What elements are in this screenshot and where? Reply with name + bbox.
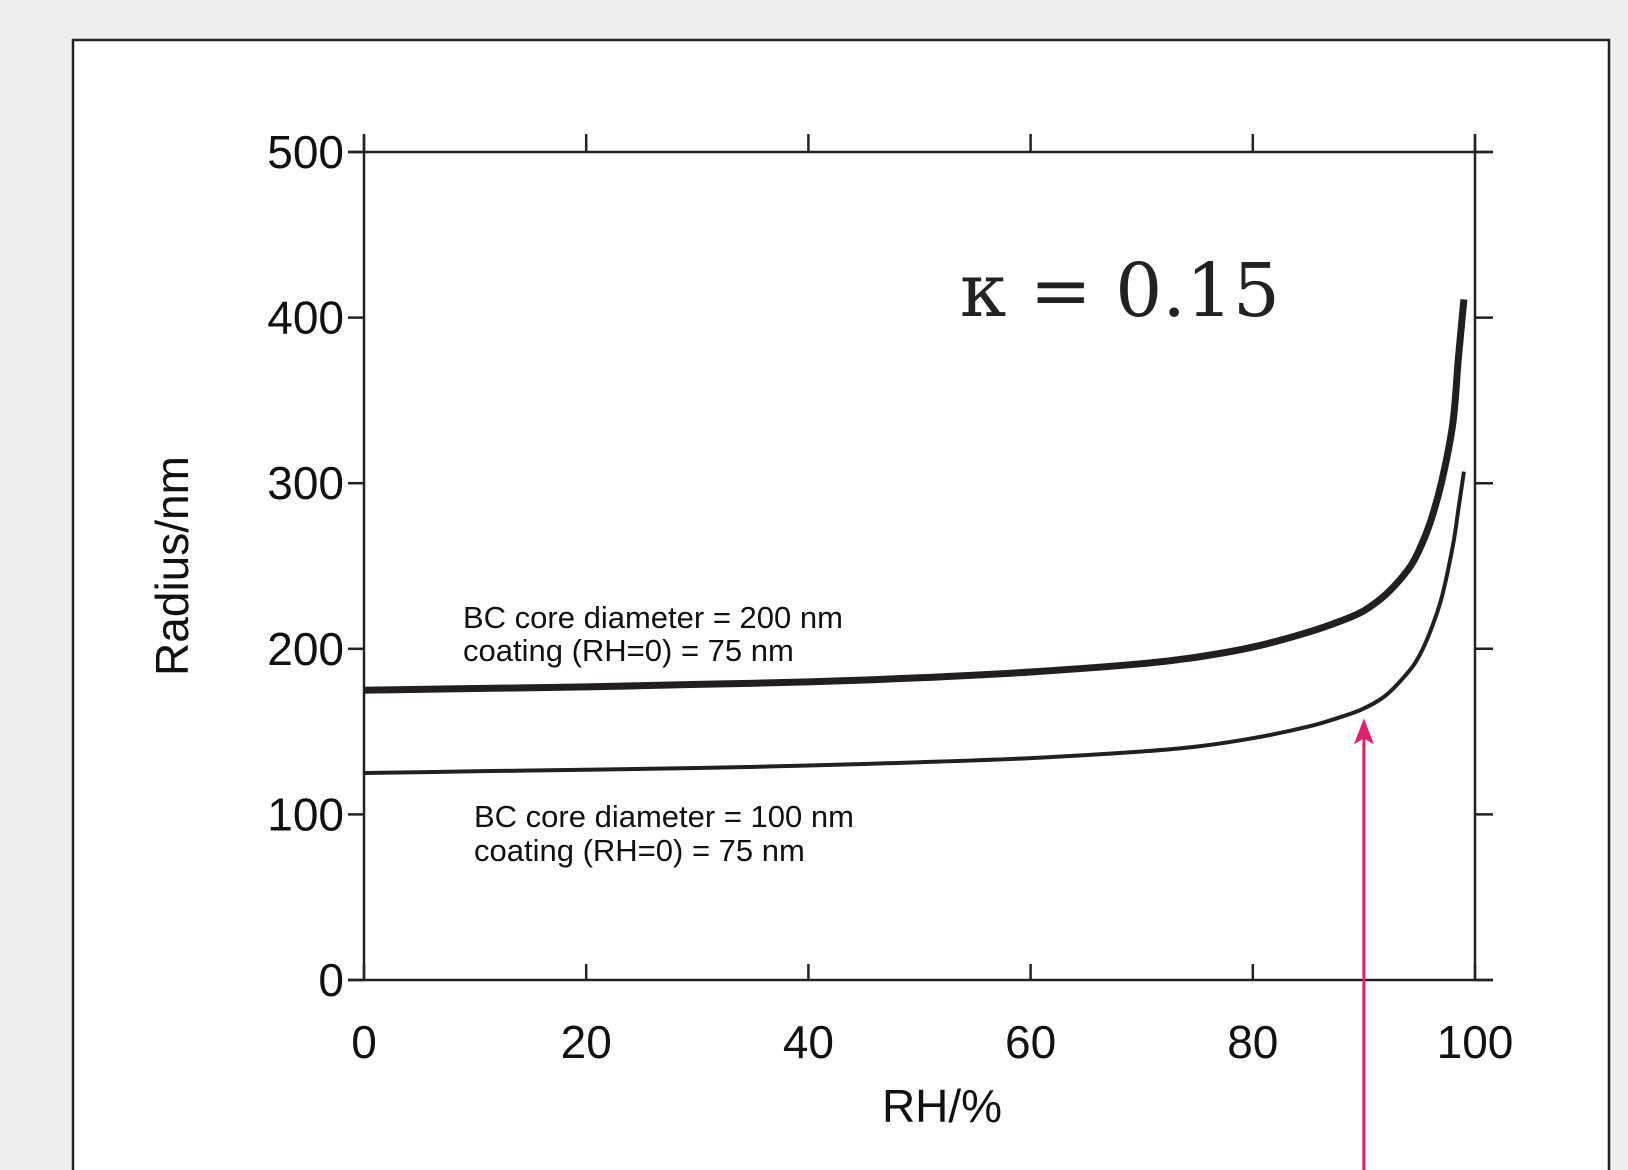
y-tick-label: 200 — [267, 623, 344, 675]
series-1-label-line-1: BC core diameter = 200 nm — [463, 600, 843, 635]
x-tick-label: 20 — [561, 1016, 612, 1068]
x-tick-label: 0 — [351, 1016, 377, 1068]
y-tick-label: 100 — [267, 788, 344, 840]
figure-panel — [71, 38, 1611, 1170]
y-tick-label: 0 — [318, 954, 344, 1006]
series-group — [363, 299, 1468, 775]
y-tick-label: 500 — [267, 126, 344, 178]
x-tick-label: 40 — [783, 1016, 834, 1068]
x-axis-title: RH/% — [882, 1080, 1002, 1132]
series-line-2 — [363, 471, 1466, 775]
kappa-label: κ = 0.15 — [960, 248, 1280, 334]
x-tick-label: 100 — [1437, 1016, 1514, 1068]
series-1-label-line-2: coating (RH=0) = 75 nm — [463, 633, 794, 668]
rh-marker-arrow — [1353, 718, 1374, 1170]
y-tick-label: 400 — [267, 292, 344, 344]
series-2-label-line-1: BC core diameter = 100 nm — [474, 799, 854, 834]
tick-group — [348, 134, 1493, 982]
x-tick-label: 60 — [1005, 1016, 1056, 1068]
x-tick-label: 80 — [1227, 1016, 1278, 1068]
series-line-1 — [363, 299, 1468, 694]
series-2-label-line-2: coating (RH=0) = 75 nm — [474, 833, 805, 868]
y-tick-label: 300 — [267, 457, 344, 509]
tick-label-group: 0 20 40 60 80 100 0 100 200 300 400 500 — [267, 126, 1513, 1068]
y-axis-title: Radius/nm — [146, 456, 198, 676]
arrow-head — [1353, 718, 1374, 745]
